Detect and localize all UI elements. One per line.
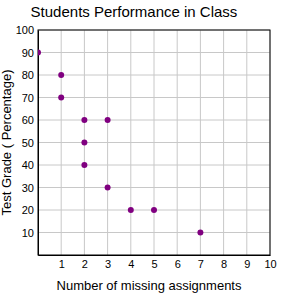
title: Students Performance in Class bbox=[31, 3, 238, 20]
y-tick-label: 80 bbox=[22, 69, 34, 81]
point bbox=[105, 185, 111, 191]
y-tick: 60 bbox=[22, 114, 38, 126]
y-axis-title: Test Grade ( Percentage) bbox=[0, 70, 14, 216]
x-tick-label: 2 bbox=[82, 258, 88, 270]
y-tick: 50 bbox=[22, 137, 38, 149]
y-tick: 80 bbox=[22, 69, 38, 81]
point bbox=[81, 162, 87, 168]
x-tick: 3 bbox=[105, 255, 111, 270]
y-tick-label: 60 bbox=[22, 114, 34, 126]
y-tick-label: 90 bbox=[22, 47, 34, 59]
point bbox=[105, 117, 111, 123]
y-tick-label: 20 bbox=[22, 204, 34, 216]
point bbox=[197, 230, 203, 236]
y-tick: 100 bbox=[16, 24, 38, 36]
grid-line bbox=[38, 232, 270, 233]
y-tick: 30 bbox=[22, 182, 38, 194]
x-tick-label: 3 bbox=[105, 258, 111, 270]
x-tick: 9 bbox=[244, 255, 250, 270]
point bbox=[58, 72, 64, 78]
x-tick-label: 7 bbox=[198, 258, 204, 270]
plot-background bbox=[38, 30, 270, 255]
y-tick-label: 10 bbox=[22, 227, 34, 239]
y-tick: 40 bbox=[22, 159, 38, 171]
grid-line bbox=[38, 75, 270, 76]
x-tick-label: 4 bbox=[128, 258, 134, 270]
x-tick: 1 bbox=[59, 255, 65, 270]
x-tick-label: 8 bbox=[221, 258, 227, 270]
x-tick: 5 bbox=[151, 255, 157, 270]
x-tick: 7 bbox=[198, 255, 204, 270]
grid-line bbox=[38, 165, 270, 166]
grid-line bbox=[38, 97, 270, 98]
point bbox=[81, 117, 87, 123]
plot: 1 2 3 4 5 6 7 8 9 10 10 20 30 40 50 60 70 80 90 100 bbox=[16, 24, 277, 270]
chart: 1 2 3 4 5 6 7 8 9 10 10 20 30 40 50 60 70 80 90 100 Students… bbox=[0, 0, 300, 300]
grid-line bbox=[38, 52, 270, 53]
points bbox=[38, 50, 203, 236]
y-tick-label: 50 bbox=[22, 137, 34, 149]
point bbox=[151, 207, 157, 213]
x-tick-label: 10 bbox=[264, 258, 276, 270]
point bbox=[58, 95, 64, 101]
grid-line bbox=[38, 187, 270, 188]
y-tick: 20 bbox=[22, 204, 38, 216]
x-tick: 6 bbox=[175, 255, 181, 270]
x-tick: 8 bbox=[221, 255, 227, 270]
plot-frame bbox=[38, 30, 270, 255]
x-tick: 10 bbox=[264, 255, 276, 270]
x-tick: 4 bbox=[128, 255, 134, 270]
y-tick-label: 100 bbox=[16, 24, 34, 36]
grid-line bbox=[38, 120, 270, 121]
y-tick: 90 bbox=[22, 47, 38, 59]
x-tick-label: 1 bbox=[59, 258, 65, 270]
x-tick-label: 9 bbox=[244, 258, 250, 270]
x-tick-label: 5 bbox=[151, 258, 157, 270]
y-axis: 10 20 30 40 50 60 70 80 90 100 bbox=[16, 24, 39, 255]
y-tick-label: 30 bbox=[22, 182, 34, 194]
x-axis: 1 2 3 4 5 6 7 8 9 10 bbox=[39, 255, 277, 270]
grid-line bbox=[38, 142, 270, 143]
point bbox=[128, 207, 134, 213]
grid bbox=[38, 30, 270, 255]
y-tick-label: 40 bbox=[22, 159, 34, 171]
y-tick: 70 bbox=[22, 92, 38, 104]
x-tick-label: 6 bbox=[175, 258, 181, 270]
y-tick: 10 bbox=[22, 227, 38, 239]
point bbox=[81, 140, 87, 146]
point bbox=[38, 50, 41, 56]
x-axis-title: Number of missing assignments bbox=[57, 278, 242, 293]
y-tick-label: 70 bbox=[22, 92, 34, 104]
x-tick: 2 bbox=[82, 255, 88, 270]
